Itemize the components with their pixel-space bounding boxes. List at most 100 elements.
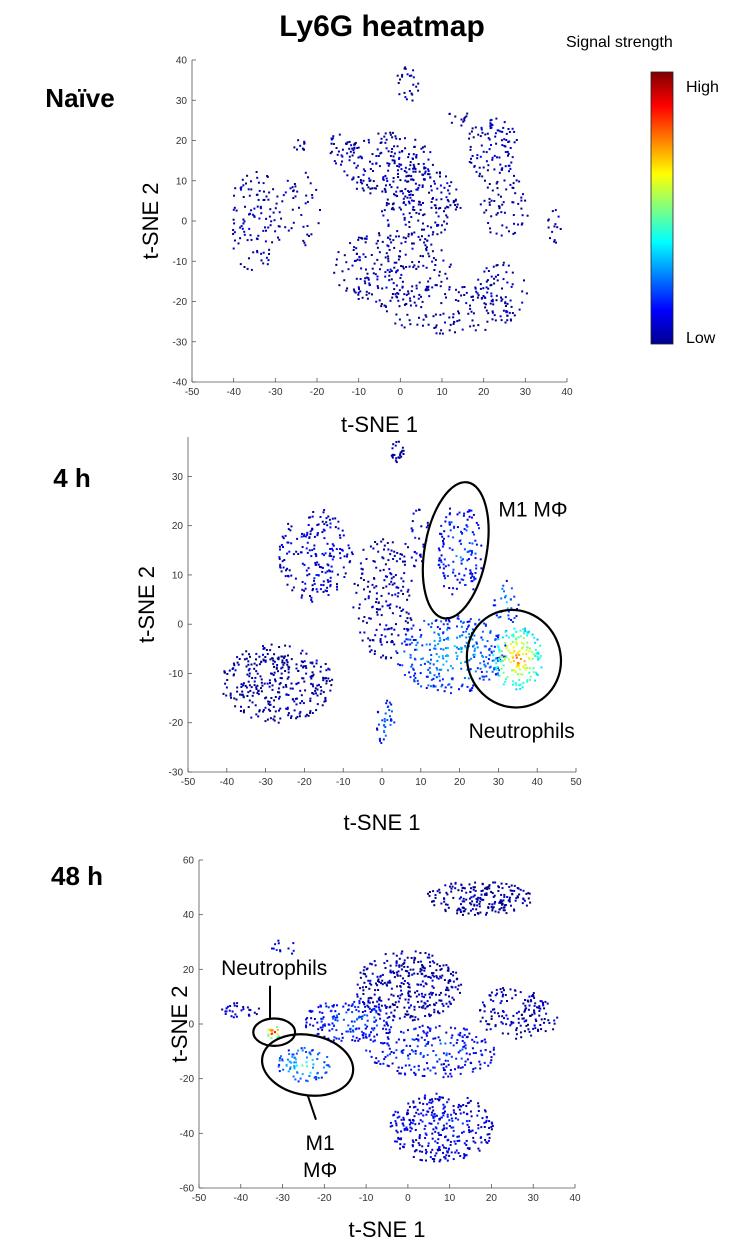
data-point bbox=[379, 974, 382, 977]
data-point bbox=[448, 329, 451, 332]
data-point bbox=[392, 1019, 395, 1022]
data-point bbox=[302, 661, 304, 664]
data-point bbox=[426, 1005, 429, 1008]
data-point bbox=[472, 1140, 475, 1143]
data-point bbox=[271, 684, 274, 687]
data-point bbox=[376, 246, 379, 249]
data-point bbox=[231, 1010, 234, 1013]
data-point bbox=[293, 1067, 296, 1070]
data-point bbox=[488, 647, 491, 650]
data-point bbox=[485, 894, 488, 896]
data-point bbox=[305, 672, 308, 675]
data-point bbox=[431, 954, 434, 957]
data-point bbox=[404, 240, 407, 243]
data-point bbox=[438, 891, 441, 894]
data-point bbox=[429, 1027, 432, 1030]
data-point bbox=[480, 890, 483, 892]
data-point bbox=[256, 176, 259, 179]
data-point bbox=[248, 257, 250, 260]
data-point bbox=[500, 299, 503, 302]
data-point bbox=[311, 1058, 314, 1061]
data-point bbox=[233, 206, 236, 209]
data-point bbox=[504, 644, 507, 647]
data-point bbox=[357, 298, 360, 300]
data-point bbox=[463, 900, 466, 903]
data-point bbox=[510, 587, 513, 590]
data-point bbox=[417, 82, 420, 85]
data-point bbox=[443, 575, 446, 577]
data-point bbox=[474, 329, 477, 332]
y-axis-label: t-SNE 2 bbox=[134, 566, 159, 643]
data-point bbox=[441, 545, 444, 548]
data-point bbox=[327, 580, 330, 583]
data-point bbox=[424, 1007, 427, 1010]
data-point bbox=[375, 592, 378, 595]
data-point bbox=[409, 638, 412, 641]
data-point bbox=[439, 991, 442, 994]
data-point bbox=[479, 135, 482, 138]
data-point bbox=[356, 993, 359, 996]
data-point bbox=[411, 208, 414, 211]
data-point bbox=[452, 1109, 455, 1112]
data-point bbox=[450, 686, 453, 689]
data-point bbox=[308, 536, 311, 539]
data-point bbox=[433, 1008, 436, 1011]
data-point bbox=[398, 157, 400, 160]
data-point bbox=[387, 1044, 390, 1047]
data-point bbox=[472, 576, 475, 579]
data-point bbox=[469, 572, 472, 575]
data-point bbox=[394, 322, 397, 325]
data-point bbox=[394, 293, 397, 296]
x-tick-label: 10 bbox=[444, 1193, 456, 1204]
data-point bbox=[497, 890, 500, 892]
data-point bbox=[415, 648, 418, 651]
data-point bbox=[326, 1056, 329, 1058]
data-point bbox=[440, 902, 443, 905]
data-point bbox=[519, 687, 522, 690]
data-point bbox=[439, 639, 442, 642]
data-point bbox=[401, 950, 404, 953]
data-point bbox=[496, 264, 499, 266]
x-axis-label: t-SNE 1 bbox=[341, 412, 418, 437]
data-point bbox=[504, 151, 507, 153]
data-point bbox=[412, 153, 415, 156]
data-point bbox=[269, 682, 271, 684]
data-point bbox=[413, 1065, 416, 1068]
data-point bbox=[398, 1115, 401, 1118]
data-point bbox=[519, 635, 522, 638]
data-point bbox=[478, 166, 481, 169]
data-point bbox=[498, 658, 500, 661]
data-point bbox=[437, 1036, 440, 1039]
data-point bbox=[398, 1017, 401, 1020]
data-point bbox=[300, 535, 303, 538]
data-point bbox=[287, 676, 290, 679]
data-point bbox=[228, 669, 231, 672]
data-point bbox=[385, 1032, 388, 1034]
data-point bbox=[507, 128, 510, 130]
data-point bbox=[390, 577, 393, 580]
data-point bbox=[457, 291, 460, 294]
data-point bbox=[402, 580, 405, 583]
data-point bbox=[440, 524, 443, 527]
data-point bbox=[417, 1113, 420, 1116]
data-point bbox=[318, 683, 320, 686]
data-point bbox=[250, 268, 253, 271]
data-point bbox=[479, 662, 482, 665]
data-point bbox=[533, 1004, 536, 1007]
data-point bbox=[401, 642, 404, 645]
data-point bbox=[411, 529, 414, 532]
data-point bbox=[492, 1000, 495, 1003]
data-point bbox=[382, 176, 385, 179]
cluster-ellipse bbox=[260, 1033, 355, 1097]
data-point bbox=[479, 897, 482, 899]
data-point bbox=[411, 178, 414, 181]
data-point bbox=[309, 530, 312, 533]
data-point bbox=[440, 231, 443, 234]
data-point bbox=[278, 695, 281, 698]
data-point bbox=[418, 1006, 421, 1009]
data-point bbox=[478, 175, 481, 178]
data-point bbox=[448, 1125, 451, 1127]
data-point bbox=[473, 634, 476, 637]
data-point bbox=[474, 913, 476, 916]
data-point bbox=[487, 312, 490, 315]
